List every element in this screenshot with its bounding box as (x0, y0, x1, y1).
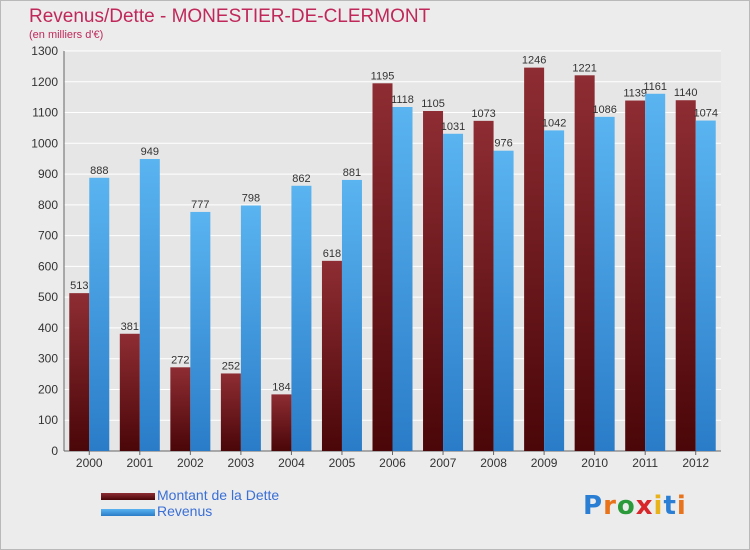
logo-letter: i (653, 491, 664, 521)
y-tick-label: 300 (38, 352, 58, 366)
y-tick-label: 900 (38, 167, 58, 181)
legend-swatch-revenus (101, 508, 155, 516)
data-label-dette: 184 (272, 381, 290, 393)
legend-label-revenus: Revenus (157, 503, 213, 519)
y-tick-label: 800 (38, 198, 58, 212)
x-tick-label: 2012 (682, 456, 709, 470)
bar-dette (372, 83, 393, 452)
x-tick-label: 2002 (177, 456, 204, 470)
data-label-revenus: 777 (191, 199, 209, 211)
bar-dette (675, 100, 696, 451)
logo-letter: t (663, 491, 677, 521)
bar-dette (220, 373, 241, 451)
logo-letter: P (583, 491, 604, 521)
x-tick-label: 2010 (581, 456, 608, 470)
data-label-revenus: 1074 (693, 108, 717, 120)
data-label-dette: 513 (70, 280, 88, 292)
bar-revenus (392, 107, 413, 451)
data-label-revenus: 1031 (441, 121, 465, 133)
data-label-dette: 1105 (421, 98, 445, 110)
x-tick-label: 2003 (228, 456, 255, 470)
bar-revenus (139, 159, 160, 451)
data-label-revenus: 1161 (643, 81, 667, 93)
x-tick-label: 2011 (632, 456, 658, 470)
bar-dette (423, 111, 444, 451)
data-label-dette: 1140 (674, 87, 698, 99)
bar-revenus (443, 133, 464, 451)
logo-letter: x (635, 491, 654, 521)
bar-revenus (544, 130, 565, 451)
y-tick-label: 600 (38, 259, 58, 273)
bar-dette (625, 100, 646, 452)
y-tick-label: 1200 (31, 75, 58, 89)
bar-revenus (291, 185, 312, 451)
bar-dette (473, 120, 494, 451)
chart-legend: Montant de la Dette Revenus (101, 487, 279, 519)
legend-swatch-dette (101, 492, 155, 500)
bar-revenus (341, 179, 362, 451)
bar-dette (321, 260, 342, 451)
data-label-dette: 272 (171, 354, 189, 366)
bar-revenus (695, 120, 716, 452)
y-tick-label: 100 (38, 413, 58, 427)
x-tick-label: 2006 (379, 456, 406, 470)
data-label-revenus: 881 (343, 167, 361, 179)
data-label-dette: 1139 (623, 88, 647, 100)
x-tick-label: 2001 (126, 456, 153, 470)
data-label-revenus: 949 (141, 146, 159, 158)
data-label-dette: 618 (323, 248, 341, 260)
logo-letter: r (603, 491, 617, 521)
logo-letter: o (616, 491, 636, 521)
y-tick-label: 200 (38, 382, 58, 396)
data-label-dette: 1246 (522, 55, 546, 67)
data-label-revenus: 1086 (592, 104, 616, 116)
bar-dette (524, 67, 545, 451)
x-tick-label: 2004 (278, 456, 305, 470)
y-tick-label: 500 (38, 290, 58, 304)
bar-dette (271, 394, 292, 451)
bar-dette (119, 333, 140, 451)
logo-letter: i (676, 491, 687, 521)
data-label-revenus: 1042 (542, 117, 566, 129)
legend-item-revenus: Revenus (101, 503, 279, 519)
legend-label-dette: Montant de la Dette (157, 487, 280, 503)
data-label-dette: 1073 (471, 108, 495, 120)
x-tick-label: 2005 (329, 456, 356, 470)
data-label-revenus: 976 (494, 138, 512, 150)
bar-revenus (190, 211, 211, 451)
y-tick-label: 1100 (32, 106, 58, 120)
bar-revenus (240, 205, 261, 451)
x-tick-label: 2008 (480, 456, 507, 470)
data-label-dette: 252 (222, 360, 240, 372)
y-tick-label: 1300 (31, 44, 58, 58)
bar-dette (574, 75, 595, 452)
x-tick-label: 2007 (430, 456, 457, 470)
data-label-revenus: 798 (242, 192, 260, 204)
data-label-revenus: 888 (90, 165, 108, 177)
data-label-revenus: 862 (292, 173, 310, 185)
x-tick-label: 2000 (76, 456, 103, 470)
y-tick-label: 400 (38, 321, 58, 335)
bar-revenus (89, 177, 110, 451)
proxiti-logo: Proxiti (583, 491, 687, 521)
data-label-dette: 381 (121, 321, 139, 333)
legend-item-dette: Montant de la Dette (101, 487, 279, 503)
y-tick-label: 700 (38, 229, 58, 243)
data-label-dette: 1195 (371, 70, 395, 82)
chart-title: Revenus/Dette - MONESTIER-DE-CLERMONT (29, 6, 431, 27)
bar-revenus (594, 116, 615, 451)
bar-dette (170, 367, 191, 451)
bar-dette (69, 293, 90, 451)
data-label-dette: 1221 (572, 62, 596, 74)
y-tick-label: 0 (51, 444, 58, 458)
bar-revenus (493, 150, 514, 451)
chart-subtitle: (en milliers d'€) (29, 29, 104, 41)
y-tick-label: 1000 (31, 136, 58, 150)
data-label-revenus: 1118 (391, 94, 414, 106)
x-tick-label: 2009 (531, 456, 558, 470)
bar-revenus (645, 93, 666, 452)
